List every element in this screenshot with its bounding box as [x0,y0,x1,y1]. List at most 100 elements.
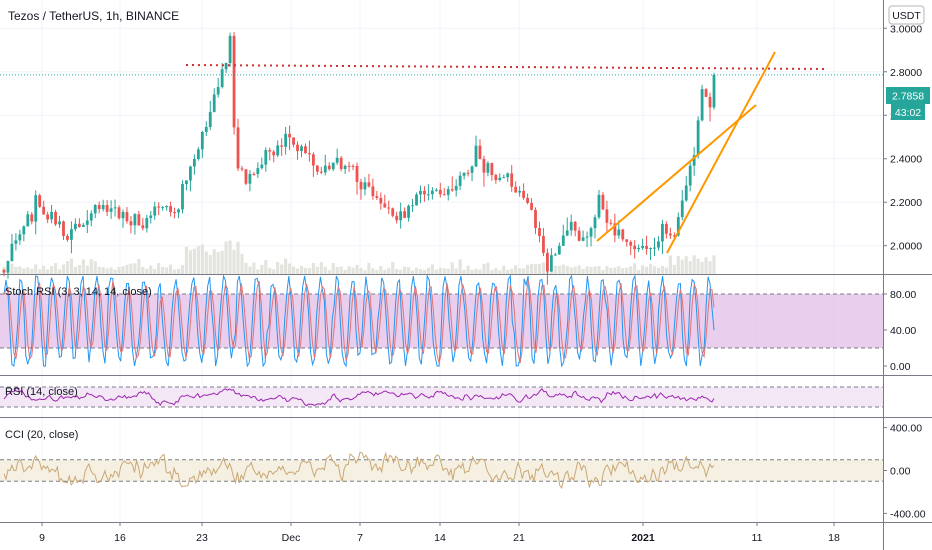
candle-body [70,229,73,240]
time-tick-label: 2021 [631,532,655,544]
candle-body [2,269,6,273]
volume-bar [291,266,296,274]
candle-body [427,194,430,196]
cci-pane[interactable] [0,451,883,490]
volume-bar [30,268,34,274]
time-axis[interactable]: 9 16 23 Dec 7 14 21 2021 11 18 [39,522,840,544]
cci-tick-label: 400.00 [890,423,922,435]
volume-bar [168,264,173,274]
volume-bar [637,269,641,274]
rsi-line [3,387,715,407]
candle-body [637,247,641,250]
candle-body [359,181,363,190]
candle-body [565,230,569,236]
currency-button[interactable] [888,5,925,25]
volume-bar [704,257,708,274]
volume-bar [272,269,276,274]
volume-bar [375,269,379,274]
volume-bar [73,266,77,274]
volume-bar [284,258,288,274]
volume-bar [287,263,292,274]
candle-body [323,165,327,173]
volume-bar [327,269,331,274]
candle-body [276,145,280,156]
candle-body [538,228,541,236]
candle-body [141,225,145,229]
candle-body [419,190,422,195]
rsi-pane[interactable] [0,386,883,408]
candle-body [18,234,22,241]
stoch-rsi-pane[interactable] [0,274,883,368]
candle-body [58,221,61,225]
candle-body [161,207,165,209]
volume-bar [244,262,248,274]
candle-body [46,214,50,220]
volume-bar [228,240,232,274]
candle-body [546,252,549,272]
candle-body [97,205,101,210]
volume-bar [573,266,577,274]
volume-bar [692,255,696,274]
volume-bar [49,266,54,274]
trendline-upper[interactable] [666,51,776,254]
candle-body [506,173,510,178]
volume-bar [101,267,105,274]
candle-body [268,150,272,152]
volume-bar [605,266,609,274]
volume-bar [617,266,621,274]
volume-bar [414,267,419,274]
volume-bar [196,246,200,274]
volume-bar [97,266,101,274]
candle-body [212,94,216,112]
candle-body [712,74,716,108]
currency-label: USDT [892,10,921,22]
volume-bar [339,266,343,274]
candle-body [73,223,77,230]
candle-body [569,221,573,231]
candle-body [700,89,704,121]
volume-bar [490,270,494,274]
candlestick-series [2,31,716,285]
candle-body [232,35,236,128]
price-axis[interactable]: USDT 3.00002.80002.60002.40002.20002.000… [883,5,930,520]
volume-bar [307,268,312,274]
volume-bar [565,265,569,274]
candle-body [482,158,486,173]
bar-countdown-tag [891,104,925,120]
volume-bar [470,269,474,274]
volume-bar [81,259,85,274]
price-pane[interactable] [0,31,883,285]
volume-bar [311,262,315,274]
volume-bars [2,240,716,274]
candle-body [553,254,557,256]
candle-body [165,206,169,208]
volume-bar [42,265,46,274]
volume-bar [93,261,97,274]
cci-tick-label: -400.00 [890,508,926,520]
candle-body [466,172,470,174]
volume-bar [184,246,189,274]
candle-body [244,169,248,184]
volume-bar [57,269,62,274]
bar-countdown-label: 43:02 [895,107,921,119]
trendline-lower[interactable] [596,104,757,242]
volume-bar [34,264,38,274]
volume-bar [510,268,514,274]
time-tick-label: 21 [513,532,525,544]
volume-bar [410,270,415,274]
volume-bar [379,265,383,274]
volume-bar [482,263,486,274]
time-tick-label: 16 [114,532,126,544]
candle-body [387,207,391,209]
candle-body [704,89,708,97]
candle-body [315,165,319,172]
time-tick-label: 23 [196,532,208,544]
candle-body [101,204,105,210]
volume-bar [387,267,391,274]
candle-body [200,131,204,150]
candle-body [347,165,351,167]
volume-bar [597,266,601,274]
candle-body [478,145,482,159]
